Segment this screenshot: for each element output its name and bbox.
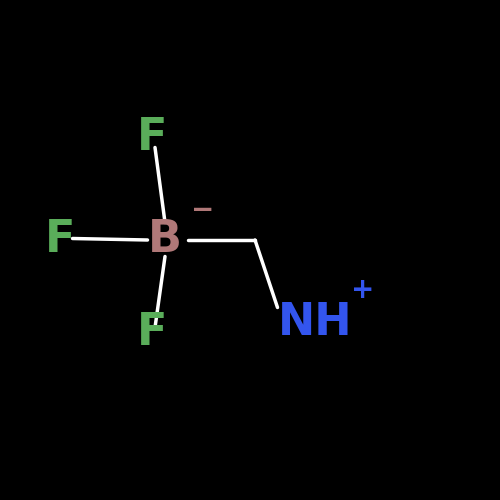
Text: −: − — [191, 196, 214, 224]
Text: +: + — [351, 276, 374, 304]
Text: F: F — [138, 116, 168, 159]
Text: B: B — [148, 218, 182, 262]
Text: F: F — [138, 311, 168, 354]
Text: NH: NH — [278, 301, 352, 344]
Text: F: F — [45, 218, 75, 262]
